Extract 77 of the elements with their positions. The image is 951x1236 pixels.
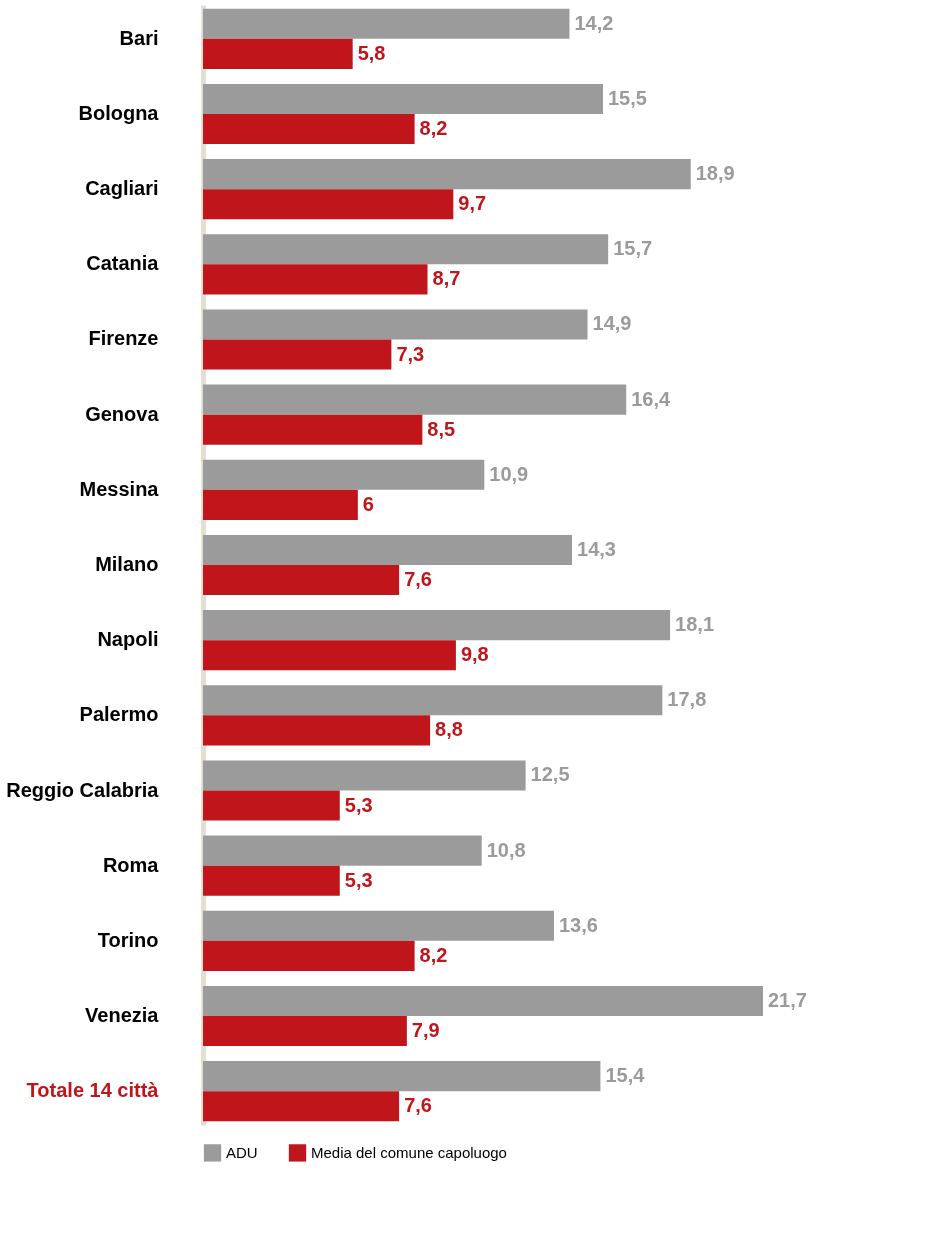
bar [203, 1091, 400, 1122]
y-tick-label: Bari [119, 26, 159, 49]
bar [203, 610, 671, 641]
y-tick-label: Reggio Calabria [6, 778, 160, 801]
bar [203, 8, 570, 39]
data-label: 14,2 [574, 11, 614, 34]
bar [203, 459, 485, 490]
data-label: 5,3 [344, 868, 373, 891]
bar [203, 715, 431, 746]
bar [203, 159, 691, 190]
data-label: 17,8 [667, 688, 707, 711]
data-label: 8,8 [435, 718, 463, 741]
y-tick-label: Bologna [78, 101, 160, 124]
y-tick-label: Firenze [88, 327, 159, 350]
data-label: 14,9 [592, 312, 632, 335]
bar [203, 264, 428, 295]
bar [203, 1016, 407, 1047]
bar [203, 234, 609, 265]
data-label: 7,9 [411, 1019, 440, 1042]
bar [203, 565, 400, 596]
bar [203, 189, 454, 220]
y-tick-label: Genova [85, 402, 160, 425]
data-label: 8,7 [432, 267, 461, 290]
data-label: 18,1 [675, 613, 715, 636]
data-label: 15,7 [613, 237, 653, 260]
data-label: 16,4 [631, 387, 672, 410]
data-label: 15,5 [608, 86, 647, 109]
y-tick-label: Catania [86, 252, 160, 275]
data-label: 5,8 [357, 41, 386, 64]
legend-label: ADU [226, 1143, 258, 1161]
data-label: 7,3 [396, 342, 425, 365]
y-tick-label: Venezia [85, 1004, 160, 1027]
y-tick-label: Messina [79, 477, 160, 500]
data-label: 8,2 [419, 943, 448, 966]
bar [203, 865, 340, 896]
bar [203, 113, 415, 145]
data-label: 7,6 [404, 568, 432, 591]
y-tick-label: Palermo [79, 703, 159, 726]
y-tick-label: Cagliari [85, 177, 159, 200]
y-tick-label: Totale 14 città [26, 1079, 160, 1102]
bar [203, 414, 423, 445]
data-label: 8,2 [419, 117, 448, 140]
data-label: 12,5 [530, 763, 570, 786]
bar [203, 38, 353, 69]
bar [203, 760, 526, 791]
bar [203, 83, 603, 114]
bar [203, 309, 588, 340]
bar [203, 940, 415, 971]
y-tick-label: Torino [97, 928, 159, 951]
bar [203, 985, 763, 1017]
data-label: 9,7 [458, 192, 487, 215]
data-label: 6 [362, 492, 374, 515]
bar [203, 1061, 601, 1092]
data-label: 10,8 [486, 838, 526, 861]
data-label: 14,3 [577, 537, 616, 560]
y-tick-label: Milano [95, 553, 159, 575]
legend-label: Media del comune capoluogo [311, 1143, 507, 1161]
data-label: 9,8 [460, 643, 489, 666]
data-label: 10,9 [489, 462, 529, 485]
bar [203, 339, 392, 370]
data-label: 8,5 [427, 417, 456, 440]
data-label: 21,7 [768, 988, 807, 1011]
data-label: 18,9 [695, 162, 735, 185]
data-label: 5,3 [344, 793, 373, 816]
bar [203, 685, 663, 716]
data-label: 7,6 [404, 1094, 432, 1117]
y-tick-label: Napoli [97, 628, 159, 651]
y-tick-label: Roma [102, 853, 160, 876]
bar [203, 489, 358, 520]
bar [203, 835, 482, 866]
data-label: 13,6 [558, 913, 598, 936]
bar [203, 640, 456, 671]
bar [203, 790, 340, 821]
data-label: 15,4 [605, 1064, 646, 1087]
bar [203, 534, 573, 565]
bar [203, 910, 554, 941]
bar [203, 384, 627, 415]
